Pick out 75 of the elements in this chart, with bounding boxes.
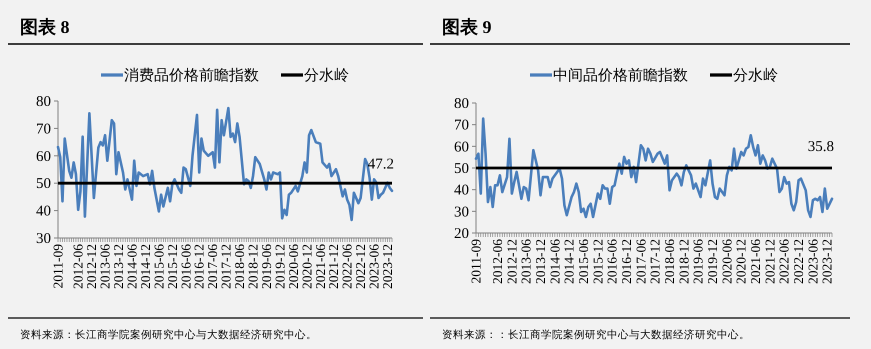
line-series — [56, 106, 394, 222]
x-tick-label: 2013-12 — [533, 239, 548, 284]
x-tick-label: 2018-12 — [676, 239, 692, 284]
x-tick-label: 2020-12 — [299, 244, 314, 289]
x-tick-label: 2021-12 — [326, 244, 342, 289]
line-series — [474, 117, 834, 218]
x-tick-label: 2012-06 — [490, 238, 506, 284]
x-tick-label: 2021-12 — [762, 239, 778, 284]
y-tick-label: 60 — [36, 148, 51, 165]
x-tick-label: 2021-06 — [312, 244, 328, 289]
x-tick-label: 2022-06 — [776, 238, 792, 284]
x-tick-label: 2016-12 — [192, 244, 207, 289]
x-tick-label: 2015-06 — [151, 244, 166, 289]
x-tick-label: 2018-12 — [246, 244, 261, 289]
x-tick-label: 2016-12 — [619, 239, 634, 284]
x-tick-label: 2015-12 — [164, 244, 180, 289]
legend-label: 分水岭 — [733, 67, 778, 84]
x-tick-label: 2014-12 — [138, 244, 153, 289]
x-tick-label: 2016-06 — [604, 238, 620, 284]
chart-title: 图表 8 — [20, 17, 70, 37]
x-tick-label: 2023-06 — [805, 238, 820, 284]
x-tick-label: 2014-06 — [547, 238, 562, 284]
y-tick-label: 50 — [454, 161, 469, 177]
x-tick-label: 2020-06 — [719, 238, 734, 284]
x-tick-label: 2012-12 — [504, 239, 520, 284]
x-tick-label: 2011-09 — [50, 244, 66, 288]
x-tick-label: 2017-12 — [218, 244, 234, 289]
x-tick-label: 2017-06 — [633, 238, 648, 284]
y-tick-label: 30 — [454, 204, 469, 220]
x-tick-label: 2023-06 — [366, 244, 382, 289]
y-tick-label: 20 — [454, 226, 469, 242]
x-tick-label: 2019-12 — [272, 244, 288, 289]
x-tick-label: 2018-06 — [232, 244, 248, 289]
x-tick-label: 2016-06 — [178, 244, 194, 289]
y-tick-label: 80 — [36, 94, 51, 110]
x-tick-label: 2020-12 — [734, 239, 749, 284]
y-tick-label: 60 — [454, 139, 469, 156]
y-tick-label: 80 — [454, 96, 469, 112]
chart-title: 图表 9 — [442, 17, 492, 37]
x-tick-label: 2019-06 — [258, 244, 274, 289]
x-tick-label: 2020-06 — [286, 244, 301, 289]
x-tick-label: 2012-06 — [70, 244, 86, 289]
x-tick-label: 2017-12 — [648, 239, 663, 284]
x-tick-label: 2011-09 — [468, 238, 484, 284]
legend-label: 消费品价格前瞻指数 — [124, 67, 259, 84]
x-tick-label: 2019-06 — [690, 238, 706, 284]
legend-label: 中间品价格前瞻指数 — [553, 67, 688, 84]
annotation: 35.8 — [808, 138, 834, 155]
x-tick-label: 2012-12 — [84, 244, 100, 289]
y-tick-label: 40 — [454, 182, 469, 199]
x-tick-label: 2015-06 — [576, 238, 592, 284]
x-tick-label: 2022-12 — [791, 239, 806, 284]
x-tick-label: 2022-06 — [340, 244, 355, 289]
y-tick-label: 30 — [36, 231, 51, 247]
y-tick-label: 70 — [36, 121, 51, 138]
x-tick-label: 2014-12 — [562, 239, 577, 284]
x-tick-label: 2023-12 — [380, 244, 396, 289]
x-tick-label: 2019-12 — [705, 239, 720, 284]
text: 资料来源：：长江商学院案例研究中心与大数据经济研究中心。 — [442, 328, 750, 341]
x-tick-label: 2013-12 — [111, 244, 126, 289]
legend-label: 分水岭 — [304, 67, 349, 84]
x-tick-label: 2014-06 — [124, 244, 140, 289]
x-tick-label: 2013-06 — [518, 238, 534, 284]
x-tick-label: 2013-06 — [98, 244, 113, 289]
x-tick-label: 2022-12 — [353, 244, 368, 289]
x-tick-label: 2017-06 — [205, 244, 220, 289]
text: 资料来源：长江商学院案例研究中心与大数据经济研究中心。 — [20, 328, 317, 341]
y-tick-label: 70 — [454, 118, 469, 134]
x-tick-label: 2021-06 — [748, 238, 764, 284]
x-tick-label: 2015-12 — [590, 239, 606, 284]
x-tick-label: 2023-12 — [820, 239, 835, 284]
x-tick-label: 2018-06 — [662, 238, 678, 284]
y-tick-label: 40 — [36, 204, 51, 220]
annotation: 47.2 — [368, 156, 394, 172]
y-tick-label: 50 — [36, 176, 51, 192]
